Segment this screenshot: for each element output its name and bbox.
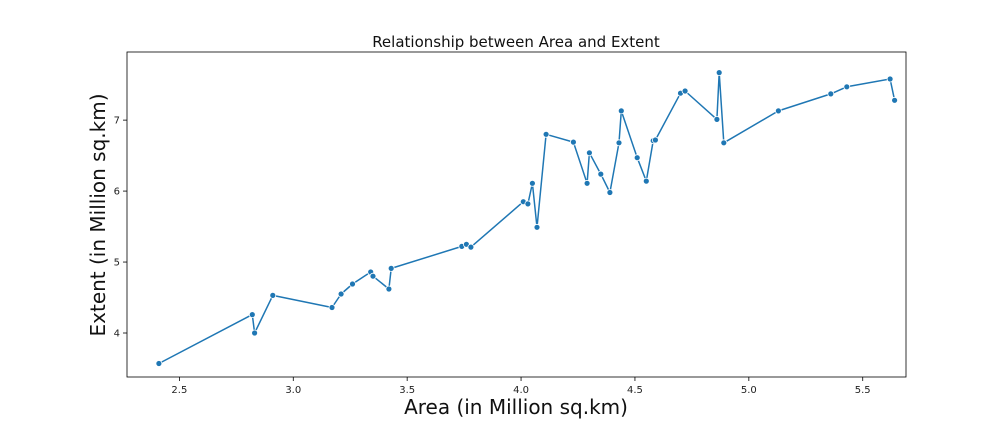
data-point xyxy=(529,179,536,187)
x-tick-label: 3.0 xyxy=(285,385,301,396)
data-point xyxy=(617,107,625,115)
x-tick-label: 4.5 xyxy=(627,385,643,396)
y-tick-label: 5 xyxy=(114,258,120,269)
data-point xyxy=(642,177,650,185)
y-axis-label: Extent (in Million sq.km) xyxy=(86,94,110,337)
data-point xyxy=(843,83,851,91)
data-point xyxy=(713,116,721,123)
data-point xyxy=(583,179,591,187)
data-point xyxy=(155,360,163,367)
series-line xyxy=(158,71,896,365)
data-point xyxy=(524,200,532,208)
y-tick-label: 6 xyxy=(114,187,120,198)
x-tick-label: 3.5 xyxy=(399,385,415,396)
x-tick-label: 2.5 xyxy=(171,385,187,396)
data-point xyxy=(652,136,659,144)
x-axis: 2.5 3.0 3.5 4.0 4.5 5.0 5.5 xyxy=(171,377,871,396)
x-tick-label: 5.0 xyxy=(741,385,757,396)
data-point xyxy=(891,96,898,104)
x-tick-label: 5.5 xyxy=(855,385,871,396)
data-point xyxy=(369,272,377,280)
data-point xyxy=(615,139,623,147)
data-point xyxy=(248,311,256,319)
data-point xyxy=(597,170,605,178)
data-point xyxy=(349,280,356,288)
y-tick-label: 7 xyxy=(114,116,120,127)
data-point xyxy=(775,107,782,115)
data-point xyxy=(586,149,593,157)
plot-frame xyxy=(126,51,907,378)
x-axis-label: Area (in Million sq.km) xyxy=(404,395,628,419)
data-point xyxy=(681,87,689,95)
data-point xyxy=(827,90,835,98)
data-point xyxy=(467,243,475,251)
data-point xyxy=(387,264,395,272)
data-point xyxy=(542,130,550,138)
data-point xyxy=(337,290,345,298)
data-point xyxy=(385,285,393,293)
y-tick-label: 4 xyxy=(114,329,120,340)
data-point xyxy=(720,139,728,147)
data-point xyxy=(251,329,259,337)
data-point xyxy=(633,154,641,162)
data-point xyxy=(533,223,541,231)
x-tick-label: 4.0 xyxy=(513,385,529,396)
data-point xyxy=(886,75,894,83)
data-point xyxy=(570,138,577,146)
data-point xyxy=(715,69,723,76)
chart-title: Relationship between Area and Extent xyxy=(372,33,660,51)
plot-area xyxy=(155,69,898,367)
y-axis: 4 5 6 7 xyxy=(114,116,127,340)
data-point xyxy=(328,304,336,311)
data-point xyxy=(606,189,614,196)
data-point xyxy=(269,291,277,299)
